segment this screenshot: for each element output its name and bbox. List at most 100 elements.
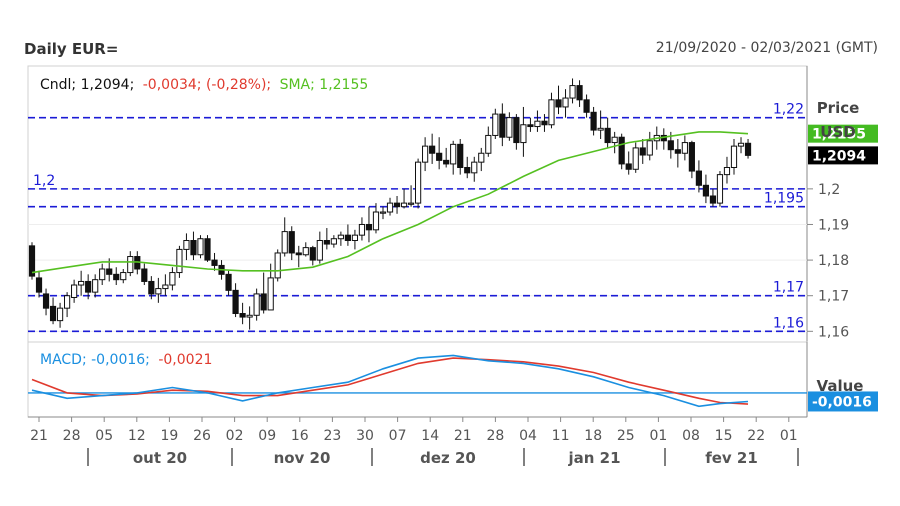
- candle: [225, 270, 232, 296]
- candle: [527, 117, 534, 132]
- candle-body: [386, 202, 394, 213]
- x-tick-label: 08: [682, 428, 700, 444]
- x-tick-label: 28: [486, 428, 504, 444]
- candle-body: [478, 152, 485, 163]
- candle: [457, 139, 464, 175]
- candle-body: [730, 145, 738, 168]
- candle: [548, 92, 555, 129]
- candle: [379, 206, 387, 220]
- candle-body: [295, 252, 302, 256]
- candle-body: [688, 142, 695, 172]
- candle-body: [337, 234, 344, 240]
- candle-body: [674, 149, 681, 154]
- candle-body: [709, 195, 717, 204]
- x-tick-label: 26: [193, 428, 211, 444]
- level-label: 1,2: [33, 173, 55, 189]
- x-tick-label: 21: [454, 428, 472, 444]
- level-label: 1,195: [764, 191, 804, 207]
- candle-body: [597, 127, 604, 131]
- candle: [464, 156, 471, 179]
- candle-body: [450, 143, 457, 165]
- candle-body: [590, 111, 597, 131]
- x-tick-label: 28: [63, 428, 81, 444]
- candle-body: [49, 305, 57, 322]
- x-tick-label: 05: [95, 428, 113, 444]
- sma-legend: SMA; 1,2155: [280, 77, 369, 93]
- candle: [351, 229, 359, 250]
- macd-line[interactable]: [31, 354, 749, 408]
- price-axis-title-2: USD: [820, 123, 855, 141]
- candle-body: [56, 307, 64, 322]
- candle-body: [555, 99, 562, 108]
- candle-body: [393, 202, 401, 208]
- candle: [295, 245, 302, 268]
- candle-body: [527, 124, 534, 128]
- y-tick-label: 1,19: [818, 217, 849, 233]
- candle: [583, 94, 590, 118]
- candle-body: [618, 136, 625, 165]
- x-axis: 21 28 05 12 19 26 02 09 16 23 30 07 14 21 28 04 11 18 25 01…: [28, 416, 807, 467]
- candle: [71, 279, 78, 303]
- candle-body: [288, 231, 295, 254]
- candle-body: [492, 113, 499, 136]
- price-axis-title-1: Price: [817, 99, 860, 117]
- candle-body: [169, 272, 176, 286]
- candle: [323, 228, 330, 250]
- candle-body: [78, 280, 85, 286]
- candle-body: [162, 284, 169, 290]
- candle-body: [702, 184, 710, 197]
- candle-body: [330, 238, 337, 245]
- signal-value-legend: -0,0021: [158, 352, 212, 368]
- x-tick-label: 18: [584, 428, 602, 444]
- candle-body: [183, 240, 190, 250]
- sma-line[interactable]: [31, 131, 749, 274]
- x-tick-label: 15: [715, 428, 733, 444]
- candle: [611, 131, 618, 154]
- signal-line[interactable]: [31, 357, 749, 405]
- candle: [730, 139, 738, 175]
- candle-body: [379, 211, 387, 214]
- y-tick-label: 1,18: [818, 253, 849, 269]
- candle: [176, 245, 183, 278]
- candle: [28, 242, 36, 280]
- candle-body: [471, 161, 478, 174]
- candle: [688, 140, 695, 179]
- candle: [85, 274, 92, 300]
- candle-body: [457, 143, 464, 168]
- x-tick-label: 04: [519, 428, 537, 444]
- candle-body: [274, 252, 281, 279]
- level-lines: 1,22 1,2 1,195 1,17 1,16: [28, 102, 807, 333]
- month-label: nov 20: [274, 449, 331, 467]
- candle: [716, 171, 724, 207]
- candle: [590, 106, 597, 136]
- x-tick-label: 14: [421, 428, 439, 444]
- candle: [436, 137, 443, 170]
- price-badge-label: 1,2094: [812, 148, 866, 164]
- candle: [646, 131, 653, 161]
- candle: [365, 206, 373, 243]
- candle: [737, 137, 745, 154]
- candle: [92, 274, 99, 298]
- candle: [358, 217, 366, 241]
- candle-body: [232, 289, 239, 315]
- candle: [127, 251, 134, 277]
- price-badge: [808, 146, 878, 165]
- cndl-change-legend: -0,0034; (-0,28%);: [143, 77, 271, 93]
- candle-body: [253, 293, 260, 316]
- candle: [35, 270, 43, 298]
- macd-badge: -0,0016: [808, 391, 878, 412]
- candle-body: [120, 272, 127, 281]
- candle-body: [239, 313, 246, 318]
- x-tick-label: 07: [389, 428, 407, 444]
- macd-value-legend: MACD; -0,0016;: [40, 352, 150, 368]
- candle: [562, 89, 569, 118]
- candle: [56, 302, 64, 328]
- x-tick-label: 16: [291, 428, 309, 444]
- candle-body: [64, 295, 71, 309]
- candle-body: [148, 280, 155, 295]
- candle-body: [569, 85, 576, 99]
- candle-body: [42, 293, 50, 309]
- candle-body: [695, 170, 702, 186]
- candles[interactable]: [28, 78, 752, 330]
